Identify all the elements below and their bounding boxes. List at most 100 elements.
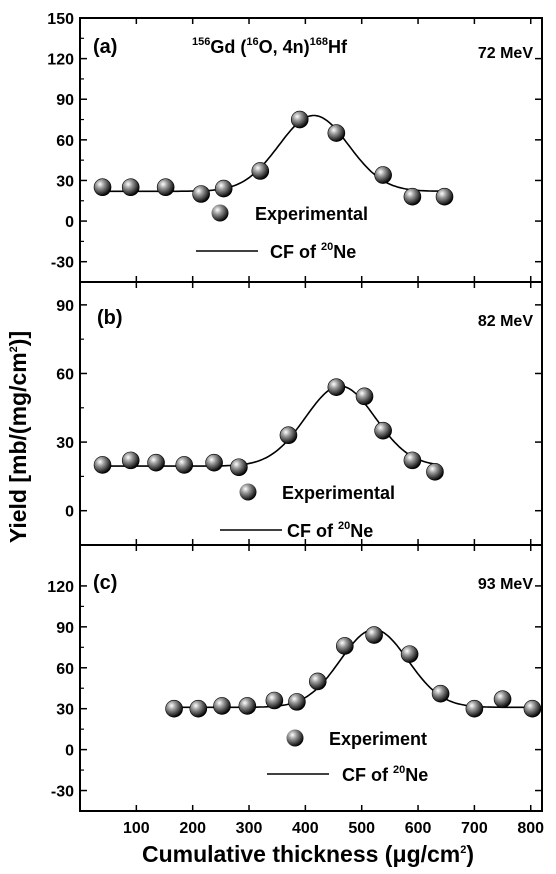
panel-a-energy: 72 MeV	[478, 45, 533, 62]
panel-a-ytick-label-2: 30	[56, 173, 74, 190]
panel-a-data-point	[327, 124, 346, 142]
panel-c-ytick-label-1: 0	[65, 743, 74, 760]
panel-c-legend: Experiment CF of 20Ne	[267, 729, 428, 785]
panel-a-ytick-label-0: -30	[51, 255, 74, 272]
panel-a-data-point	[93, 178, 112, 197]
panel-b-ytick-label-2: 60	[56, 366, 74, 383]
panel-a-ticks: -30 0 30 60 90 120 150	[47, 11, 542, 282]
panel-c-data-point	[288, 693, 306, 711]
panel-b-data-point	[374, 421, 392, 440]
panel-a-data-point	[251, 162, 270, 180]
panel-c-ytick-label-5: 120	[47, 579, 74, 596]
panel-a-data-point	[214, 179, 233, 198]
panel-c-ytick-label-3: 60	[56, 661, 74, 678]
panel-c-xtick-label-2: 300	[236, 820, 263, 837]
panel-c-legend-marker	[286, 729, 304, 747]
panel-b-legend-fit-t2: Ne	[350, 521, 373, 541]
panel-a-points	[93, 110, 454, 206]
panel-b-data-point	[147, 453, 165, 472]
panel-c-data-point	[308, 672, 327, 691]
panel-a-legend-fit: CF of 20Ne	[270, 241, 356, 262]
panel-b-data-point	[327, 378, 346, 397]
panel-c-xtick-label-5: 600	[405, 820, 432, 837]
panel-b-legend-fit-t1: CF of	[287, 521, 338, 541]
panel-b-data-point	[205, 453, 223, 472]
x-axis-title-sup: 2	[460, 844, 466, 856]
panel-a-reaction-t2: O, 4n)	[259, 37, 310, 57]
panel-a-data-point	[435, 187, 454, 206]
panel-a-reaction-t1: Gd (	[210, 37, 246, 57]
panel-c-data-point	[523, 699, 542, 718]
panel-a-ytick-label-1: 0	[65, 214, 74, 231]
panel-c-ytick-label-0: -30	[51, 784, 74, 801]
panel-a-legend-experimental: Experimental	[255, 204, 368, 224]
panel-a: -30 0 30 60 90 120 150 (a) 156Gd (16O, 4n)168H…	[47, 11, 543, 283]
panel-a-data-point	[192, 185, 210, 203]
panel-c-data-point	[465, 699, 484, 718]
panel-a-legend: Experimental CF of 20Ne	[196, 204, 368, 262]
panel-c-legend-fit: CF of 20Ne	[342, 764, 428, 785]
panel-b-data-point	[426, 463, 444, 481]
panel-c-data-point	[400, 645, 419, 663]
panel-c-xtick-label-6: 700	[461, 820, 488, 837]
x-axis-title: Cumulative thickness (μg/cm2)	[142, 841, 474, 867]
panel-b-points	[93, 378, 444, 481]
panel-c-legend-fit-sup: 20	[393, 764, 405, 776]
panel-c-data-point	[493, 690, 512, 708]
y-axis-title: Yield [mb/(mg/cm2)]	[5, 331, 31, 543]
panel-a-ytick-label-3: 60	[56, 133, 74, 150]
panel-b-legend-fit-sup: 20	[338, 520, 350, 532]
panel-a-ytick-label-4: 90	[56, 92, 74, 109]
panel-c-ytick-label-2: 30	[56, 702, 74, 719]
panel-a-legend-fit-t2: Ne	[333, 242, 356, 262]
panel-b-data-point	[175, 456, 194, 474]
panel-c-fit-curve	[174, 628, 533, 709]
panel-c-data-point	[365, 626, 383, 644]
panel-b-data-point	[121, 451, 140, 470]
x-axis-title-end: )	[466, 841, 474, 867]
panel-c-data-point	[189, 699, 208, 718]
panel-c-ytick-label-4: 90	[56, 620, 74, 637]
panel-c-data-point	[336, 637, 354, 655]
panel-a-data-point	[290, 110, 309, 129]
panel-a-label: (a)	[93, 36, 117, 58]
panel-c-legend-fit-t2: Ne	[405, 765, 428, 785]
panel-a-data-point	[374, 166, 392, 184]
panel-c-xtick-label-1: 200	[179, 820, 206, 837]
panel-b-legend-experimental: Experimental	[282, 483, 395, 503]
x-axis-title-mu: μ	[392, 841, 406, 867]
x-axis-title-unit: g/cm	[407, 841, 461, 867]
panel-c-energy: 93 MeV	[478, 576, 533, 593]
panel-a-data-point	[121, 178, 140, 197]
panel-c-points	[165, 626, 542, 718]
panel-c-frame	[79, 544, 543, 812]
panel-c-xtick-label-4: 500	[348, 820, 375, 837]
panel-c-data-point	[238, 697, 257, 715]
panel-b-data-point	[230, 458, 248, 477]
panel-a-data-point	[156, 178, 175, 197]
panel-a-fit-curve	[102, 114, 445, 193]
panel-a-legend-fit-sup: 20	[321, 241, 333, 253]
panel-a-reaction-a2: 16	[246, 36, 258, 48]
panel-b-legend-marker	[239, 483, 257, 501]
panel-a-ytick-label-5: 120	[47, 52, 74, 69]
panel-c: -30 0 30 60 90 120 100 200 300 400 500 600 700 800 (c…	[47, 544, 544, 837]
panel-c-data-point	[265, 691, 284, 710]
panel-b-frame	[79, 281, 543, 546]
panel-b-data-point	[403, 451, 422, 470]
panel-b-ytick-label-0: 0	[65, 504, 74, 521]
y-axis-title-sup: 2	[8, 346, 20, 352]
panel-b-energy: 82 MeV	[478, 313, 533, 330]
panel-a-reaction-a1: 156	[192, 36, 210, 48]
panel-c-data-point	[213, 697, 231, 715]
panel-a-reaction: 156Gd (16O, 4n)168Hf	[192, 36, 348, 57]
panel-a-reaction-a3: 168	[310, 36, 328, 48]
y-axis-title-main: Yield [mb/(mg/cm	[5, 352, 31, 543]
panel-c-xtick-label-7: 800	[517, 820, 544, 837]
panel-c-legend-experimental: Experiment	[329, 729, 427, 749]
panel-c-data-point	[165, 699, 183, 718]
panel-b-ticks: 0 30 60 90	[56, 282, 542, 545]
panel-a-legend-marker	[211, 204, 229, 222]
x-axis-title-main: Cumulative thickness (	[142, 841, 393, 867]
